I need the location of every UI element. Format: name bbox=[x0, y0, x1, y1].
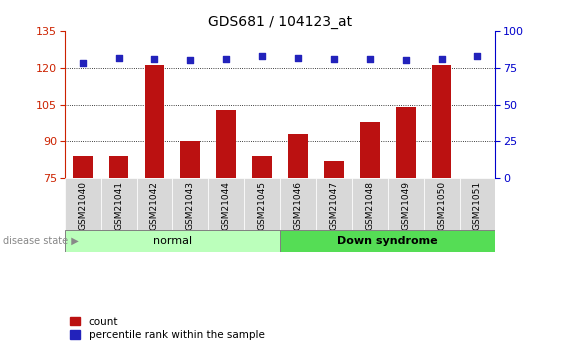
Bar bbox=[280, 178, 316, 230]
Bar bbox=[288, 134, 308, 178]
Bar bbox=[316, 178, 352, 230]
Bar bbox=[388, 178, 424, 230]
Text: GSM21051: GSM21051 bbox=[473, 181, 482, 230]
Point bbox=[365, 56, 374, 62]
Bar bbox=[145, 66, 164, 178]
Bar bbox=[208, 178, 244, 230]
Bar bbox=[396, 107, 415, 178]
Point bbox=[78, 61, 87, 66]
Bar bbox=[459, 178, 495, 230]
Bar bbox=[109, 156, 128, 178]
Text: GSM21049: GSM21049 bbox=[401, 181, 410, 230]
Text: GSM21047: GSM21047 bbox=[329, 181, 338, 230]
Bar bbox=[252, 156, 272, 178]
Bar bbox=[137, 178, 172, 230]
Bar bbox=[216, 110, 236, 178]
Bar bbox=[424, 178, 459, 230]
Text: GSM21048: GSM21048 bbox=[365, 181, 374, 230]
Bar bbox=[172, 178, 208, 230]
Bar bbox=[73, 156, 92, 178]
Title: GDS681 / 104123_at: GDS681 / 104123_at bbox=[208, 14, 352, 29]
Text: disease state ▶: disease state ▶ bbox=[3, 236, 79, 246]
Text: GSM21046: GSM21046 bbox=[293, 181, 302, 230]
Bar bbox=[181, 141, 200, 178]
Text: GSM21050: GSM21050 bbox=[437, 181, 446, 230]
Point bbox=[186, 58, 195, 63]
Point bbox=[222, 56, 231, 62]
Bar bbox=[360, 122, 379, 178]
Bar bbox=[101, 178, 137, 230]
Point bbox=[401, 58, 410, 63]
Point bbox=[473, 53, 482, 59]
Bar bbox=[280, 230, 495, 252]
Text: GSM21043: GSM21043 bbox=[186, 181, 195, 230]
Point bbox=[114, 55, 123, 60]
Bar bbox=[324, 161, 344, 178]
Bar bbox=[65, 178, 101, 230]
Bar bbox=[352, 178, 388, 230]
Legend: count, percentile rank within the sample: count, percentile rank within the sample bbox=[70, 317, 265, 340]
Text: GSM21044: GSM21044 bbox=[222, 181, 231, 230]
Point bbox=[293, 55, 302, 60]
Point bbox=[150, 56, 159, 62]
Text: GSM21042: GSM21042 bbox=[150, 181, 159, 230]
Text: Down syndrome: Down syndrome bbox=[337, 236, 438, 246]
Text: GSM21045: GSM21045 bbox=[258, 181, 267, 230]
Bar bbox=[432, 66, 452, 178]
Text: GSM21041: GSM21041 bbox=[114, 181, 123, 230]
Bar bbox=[244, 178, 280, 230]
Point bbox=[258, 53, 267, 59]
Point bbox=[437, 56, 446, 62]
Point bbox=[329, 56, 338, 62]
Text: GSM21040: GSM21040 bbox=[78, 181, 87, 230]
Text: normal: normal bbox=[153, 236, 192, 246]
Bar bbox=[65, 230, 280, 252]
